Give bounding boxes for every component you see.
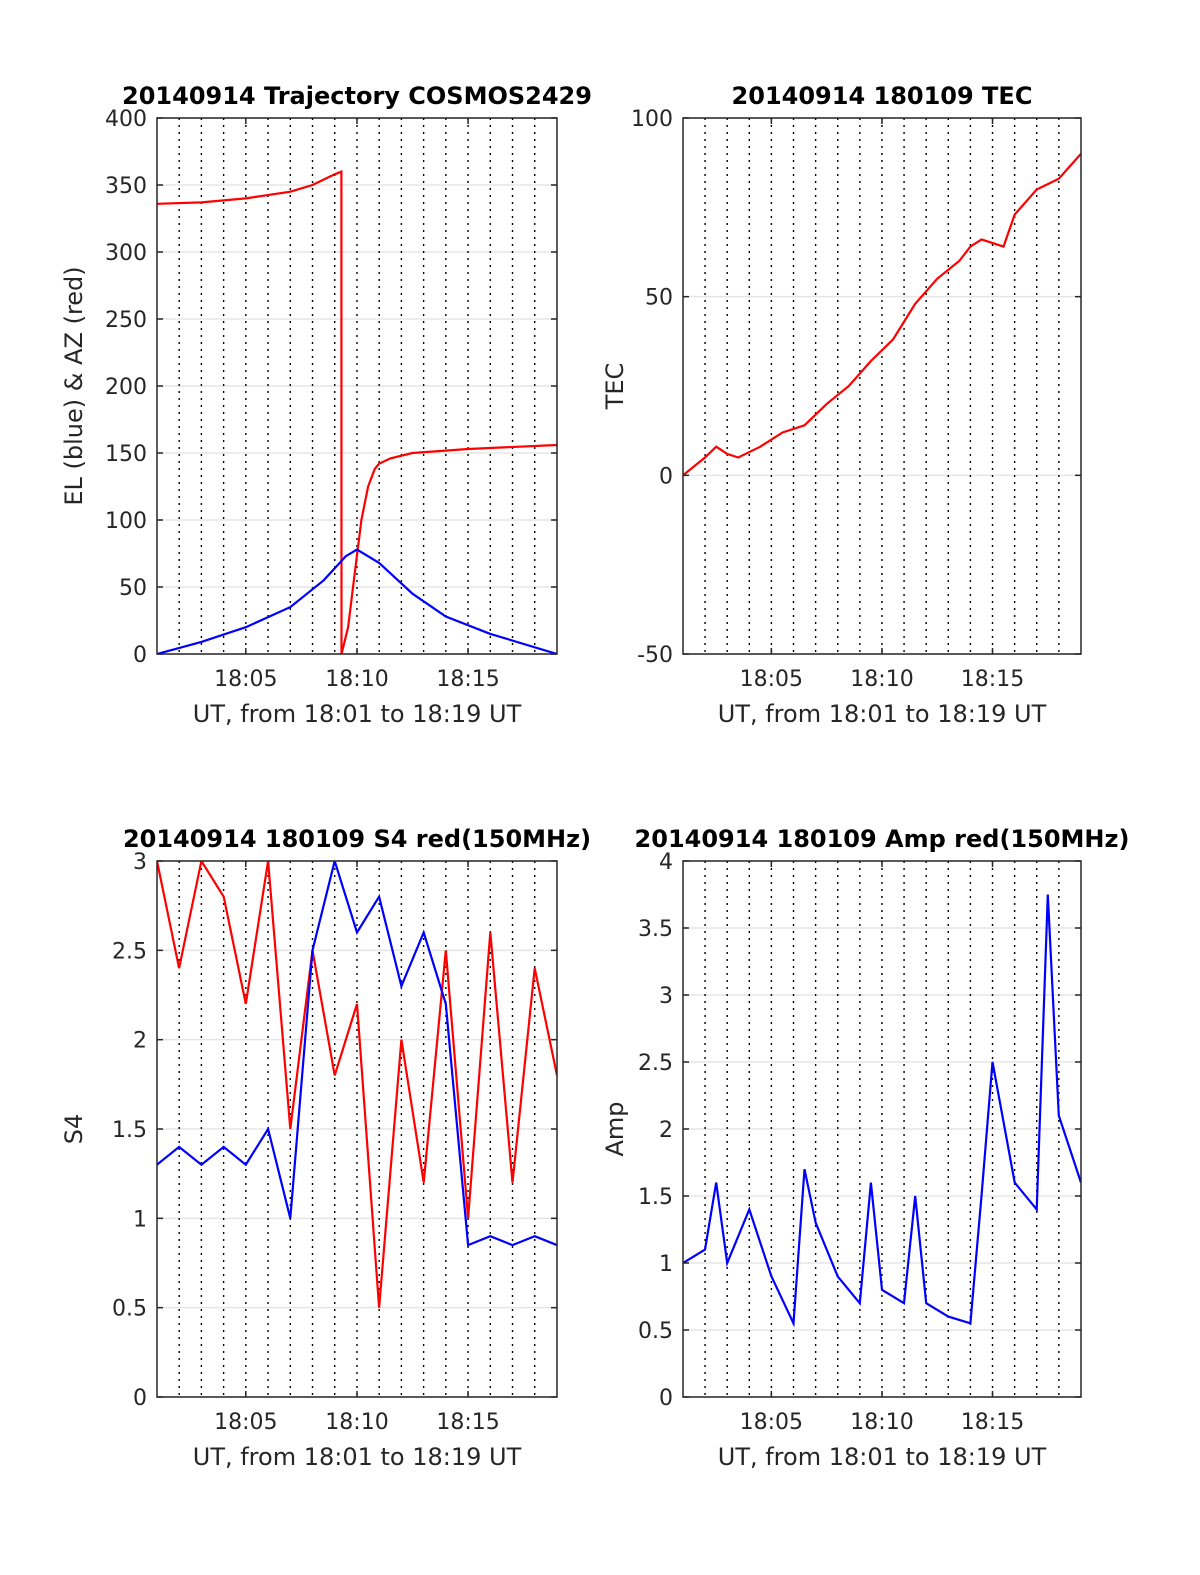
y-tick-label: 1.5: [638, 1185, 673, 1210]
series-line-az: [157, 169, 557, 654]
y-axis-label: Amp: [601, 1101, 629, 1156]
y-tick-label: 400: [105, 107, 147, 132]
x-tick-label: 18:15: [961, 667, 1024, 692]
chart-panel-2: -50 0 50 100 18:05 18:10 18:15 20140914 180109 …: [601, 82, 1082, 728]
y-tick-label: 50: [119, 576, 147, 601]
x-tick-label: 18:05: [740, 667, 803, 692]
chart-panel-4: 0 0.5 1 1.5 2 2.5 3 3.5 4 18:05 18:10 18:15 20140914…: [601, 825, 1129, 1471]
y-tick-label: 2: [659, 1118, 673, 1143]
y-tick-label: 50: [645, 286, 673, 311]
y-tick-label: 1: [659, 1252, 673, 1277]
y-tick-label: 1: [133, 1207, 147, 1232]
series-line-s4-blue: [157, 861, 557, 1247]
y-tick-label: 3: [133, 850, 147, 875]
y-axis-label: S4: [60, 1114, 88, 1145]
series-line-s4-red: [157, 861, 557, 1308]
y-tick-label: 4: [659, 850, 673, 875]
series-line-tec: [683, 152, 1081, 477]
chart-title: 20140914 180109 TEC: [732, 82, 1033, 110]
x-tick-label: 18:10: [325, 667, 388, 692]
chart-panel-1: 0 50 100 150 200 250 300 350 400 18:05 18:10 18:15 2…: [60, 82, 592, 728]
x-tick-label: 18:15: [436, 1410, 499, 1435]
x-axis-label: UT, from 18:01 to 18:19 UT: [718, 700, 1047, 728]
y-tick-label: 1.5: [112, 1118, 147, 1143]
x-tick-label: 18:10: [325, 1410, 388, 1435]
x-tick-label: 18:05: [214, 1410, 277, 1435]
x-axis-label: UT, from 18:01 to 18:19 UT: [193, 700, 522, 728]
x-tick-label: 18:10: [850, 667, 913, 692]
y-tick-label: -50: [637, 643, 673, 668]
y-tick-label: 200: [105, 375, 147, 400]
x-tick-label: 18:05: [214, 667, 277, 692]
y-tick-label: 150: [105, 442, 147, 467]
y-tick-label: 100: [631, 107, 673, 132]
y-tick-label: 0: [133, 643, 147, 668]
chart-panel-3: 0 0.5 1 1.5 2 2.5 3 18:05 18:10 18:15 20140914 180…: [60, 825, 591, 1471]
x-axis-label: UT, from 18:01 to 18:19 UT: [718, 1443, 1047, 1471]
x-tick-label: 18:15: [436, 667, 499, 692]
y-tick-label: 0: [659, 464, 673, 489]
y-tick-label: 3: [659, 984, 673, 1009]
y-axis-label: EL (blue) & AZ (red): [60, 266, 88, 505]
y-tick-label: 0.5: [112, 1297, 147, 1322]
y-tick-label: 300: [105, 241, 147, 266]
y-axis-label: TEC: [601, 363, 629, 411]
y-tick-label: 3.5: [638, 917, 673, 942]
chart-title: 20140914 180109 S4 red(150MHz): [123, 825, 591, 853]
y-tick-label: 2: [133, 1029, 147, 1054]
x-tick-label: 18:05: [740, 1410, 803, 1435]
x-axis-label: UT, from 18:01 to 18:19 UT: [193, 1443, 522, 1471]
x-tick-label: 18:10: [850, 1410, 913, 1435]
chart-title: 20140914 180109 Amp red(150MHz): [635, 825, 1130, 853]
x-tick-label: 18:15: [961, 1410, 1024, 1435]
y-tick-label: 100: [105, 509, 147, 534]
chart-title: 20140914 Trajectory COSMOS2429: [122, 82, 592, 110]
y-tick-label: 0: [133, 1386, 147, 1411]
y-tick-label: 250: [105, 308, 147, 333]
y-tick-label: 0: [659, 1386, 673, 1411]
series-line-el: [157, 548, 557, 654]
y-tick-label: 2.5: [638, 1051, 673, 1076]
y-tick-label: 0.5: [638, 1319, 673, 1344]
series-line-amp: [683, 894, 1081, 1328]
y-tick-label: 2.5: [112, 939, 147, 964]
y-tick-label: 350: [105, 174, 147, 199]
